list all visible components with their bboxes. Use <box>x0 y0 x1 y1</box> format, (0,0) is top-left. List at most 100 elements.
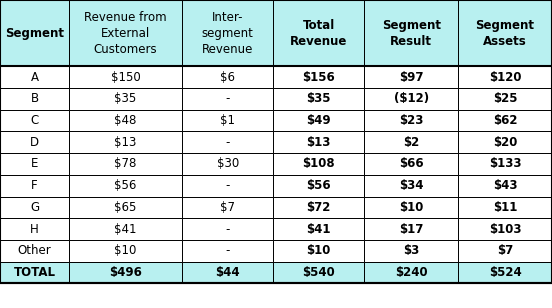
Bar <box>458 66 552 88</box>
Bar <box>364 175 458 197</box>
Bar <box>182 131 273 153</box>
Text: -: - <box>226 223 230 236</box>
Bar <box>273 218 364 240</box>
Bar <box>273 197 364 218</box>
Text: $20: $20 <box>493 136 517 149</box>
Bar <box>0 197 69 218</box>
Bar <box>69 131 182 153</box>
Text: $156: $156 <box>302 71 335 83</box>
Bar <box>273 0 364 66</box>
Bar <box>273 88 364 110</box>
Bar <box>364 131 458 153</box>
Text: $103: $103 <box>489 223 521 236</box>
Text: $56: $56 <box>306 179 331 192</box>
Text: $2: $2 <box>403 136 420 149</box>
Bar <box>364 218 458 240</box>
Text: D: D <box>30 136 39 149</box>
Bar <box>273 153 364 175</box>
Bar <box>69 261 182 283</box>
Bar <box>69 153 182 175</box>
Bar <box>273 175 364 197</box>
Text: -: - <box>226 179 230 192</box>
Bar <box>0 175 69 197</box>
Text: $44: $44 <box>215 266 240 279</box>
Bar <box>0 240 69 261</box>
Text: Other: Other <box>18 244 51 257</box>
Text: $34: $34 <box>399 179 423 192</box>
Bar <box>364 240 458 261</box>
Bar <box>458 240 552 261</box>
Bar <box>182 153 273 175</box>
Text: Revenue from
External
Customers: Revenue from External Customers <box>84 10 167 56</box>
Bar <box>0 153 69 175</box>
Bar <box>0 0 69 66</box>
Text: $10: $10 <box>306 244 331 257</box>
Bar <box>69 88 182 110</box>
Text: G: G <box>30 201 39 214</box>
Text: $120: $120 <box>489 71 521 83</box>
Text: $41: $41 <box>306 223 331 236</box>
Text: H: H <box>30 223 39 236</box>
Bar <box>182 197 273 218</box>
Text: $6: $6 <box>220 71 235 83</box>
Text: Total
Revenue: Total Revenue <box>290 18 347 48</box>
Bar <box>0 66 69 88</box>
Text: $150: $150 <box>111 71 140 83</box>
Bar <box>69 218 182 240</box>
Bar <box>0 131 69 153</box>
Bar <box>458 218 552 240</box>
Text: $108: $108 <box>302 157 335 170</box>
Bar <box>0 261 69 283</box>
Bar <box>0 218 69 240</box>
Text: $65: $65 <box>114 201 137 214</box>
Bar <box>69 175 182 197</box>
Text: -: - <box>226 244 230 257</box>
Text: $25: $25 <box>493 92 517 105</box>
Text: $496: $496 <box>109 266 142 279</box>
Text: $17: $17 <box>399 223 423 236</box>
Bar <box>458 110 552 131</box>
Text: C: C <box>30 114 39 127</box>
Bar <box>182 218 273 240</box>
Text: $133: $133 <box>489 157 521 170</box>
Bar <box>273 131 364 153</box>
Text: -: - <box>226 92 230 105</box>
Text: $13: $13 <box>114 136 137 149</box>
Text: ($12): ($12) <box>394 92 429 105</box>
Text: A: A <box>30 71 39 83</box>
Text: Segment
Assets: Segment Assets <box>476 18 534 48</box>
Text: Inter-
segment
Revenue: Inter- segment Revenue <box>202 10 253 56</box>
Bar <box>364 261 458 283</box>
Bar <box>182 261 273 283</box>
Text: $10: $10 <box>399 201 423 214</box>
Bar <box>69 110 182 131</box>
Bar <box>458 197 552 218</box>
Bar <box>273 240 364 261</box>
Bar <box>458 153 552 175</box>
Text: $3: $3 <box>403 244 420 257</box>
Bar <box>182 0 273 66</box>
Bar <box>0 110 69 131</box>
Text: $62: $62 <box>493 114 517 127</box>
Bar <box>69 0 182 66</box>
Text: $540: $540 <box>302 266 335 279</box>
Text: $43: $43 <box>493 179 517 192</box>
Bar <box>69 197 182 218</box>
Bar <box>69 240 182 261</box>
Bar <box>458 0 552 66</box>
Bar <box>273 66 364 88</box>
Bar <box>364 88 458 110</box>
Text: $35: $35 <box>114 92 137 105</box>
Text: $524: $524 <box>489 266 522 279</box>
Text: $72: $72 <box>306 201 331 214</box>
Bar <box>0 88 69 110</box>
Text: $49: $49 <box>306 114 331 127</box>
Text: $66: $66 <box>399 157 423 170</box>
Bar <box>182 240 273 261</box>
Text: -: - <box>226 136 230 149</box>
Bar <box>458 175 552 197</box>
Bar <box>273 110 364 131</box>
Bar <box>458 131 552 153</box>
Bar <box>364 197 458 218</box>
Text: $7: $7 <box>497 244 513 257</box>
